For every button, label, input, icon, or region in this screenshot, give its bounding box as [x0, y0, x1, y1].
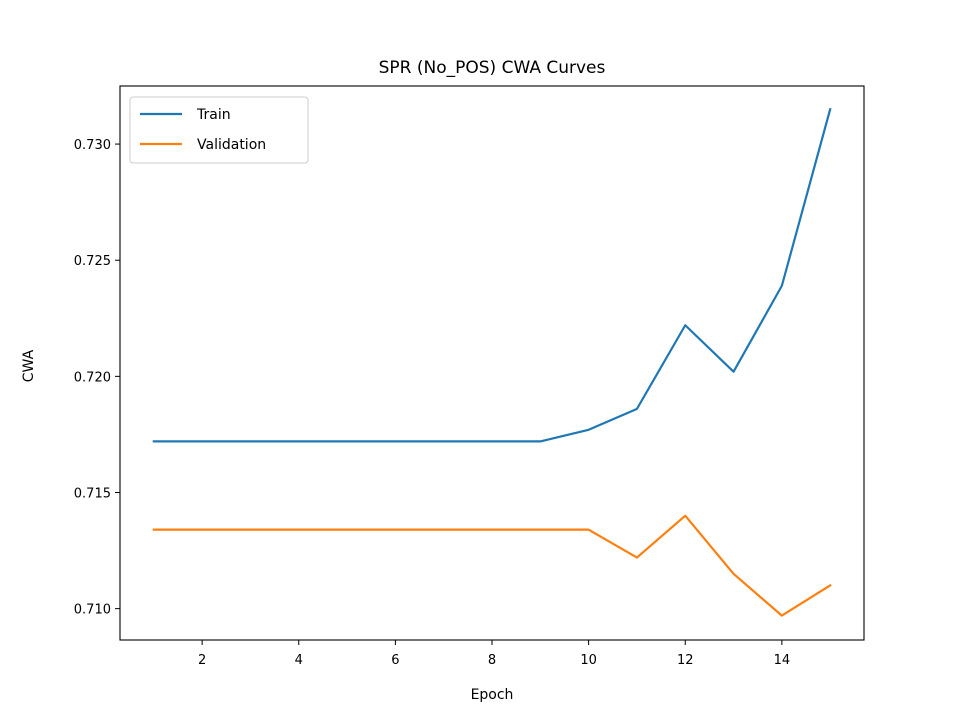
x-axis-label: Epoch: [471, 687, 514, 703]
series-line-validation: [152, 514, 832, 617]
y-tick-label: 0.720: [74, 370, 111, 385]
legend-label-train: Train: [196, 107, 231, 123]
y-axis-label: CWA: [21, 349, 37, 382]
legend: Train Validation: [129, 96, 309, 164]
x-tick-label: 6: [391, 653, 399, 668]
x-tick-label: 14: [774, 653, 791, 668]
series-line-train: [152, 107, 832, 443]
chart-title: SPR (No_POS) CWA Curves: [379, 58, 606, 78]
axes-layer: 2 4 6 8 10 12 14 0.710 0.715 0.720 0.725 0.730: [74, 85, 865, 668]
x-tick-label: 4: [295, 653, 303, 668]
x-tick-label: 12: [677, 653, 694, 668]
x-tick-label: 2: [198, 653, 206, 668]
y-tick-label: 0.725: [74, 254, 111, 269]
legend-label-validation: Validation: [197, 137, 266, 153]
y-tick-label: 0.730: [74, 138, 111, 153]
y-tick-label: 0.710: [74, 603, 111, 618]
y-tick-label: 0.715: [74, 486, 111, 501]
x-tick-label: 10: [580, 653, 597, 668]
series-layer: [152, 107, 832, 617]
x-tick-label: 8: [488, 653, 496, 668]
